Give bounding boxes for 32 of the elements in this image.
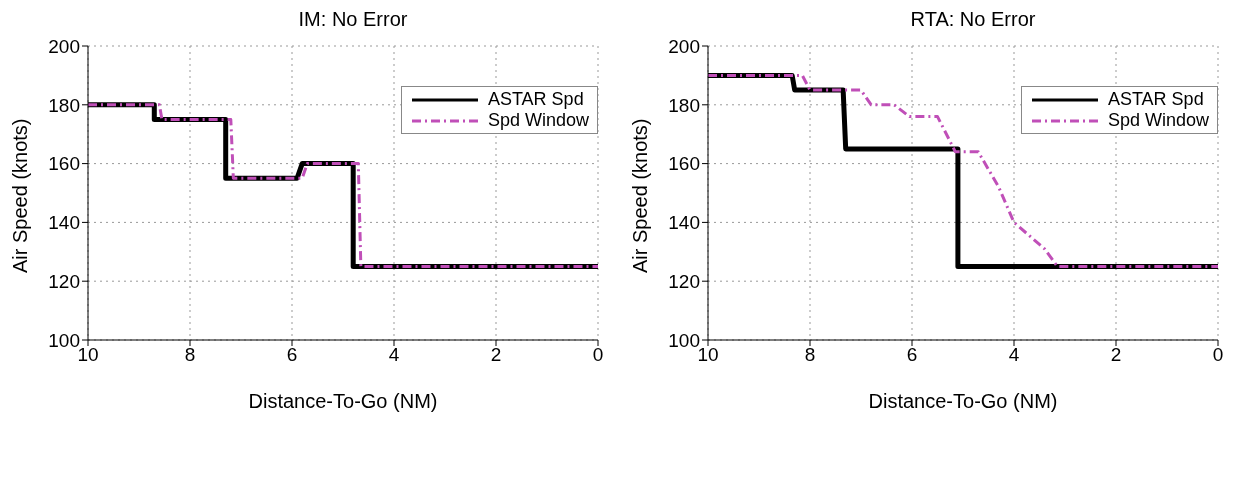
x-axis-title: Distance-To-Go (NM) <box>248 390 438 412</box>
y-axis-title: Air Speed (knots) <box>9 118 32 273</box>
y-tick-label: 160 <box>48 153 80 175</box>
x-tick-label: 2 <box>1110 344 1122 366</box>
legend-label: ASTAR Spd <box>487 89 584 110</box>
x-tick-label: 2 <box>490 344 502 366</box>
x-tick-label: 4 <box>1008 344 1020 366</box>
y-tick-label: 140 <box>48 212 80 234</box>
x-tick-label: 4 <box>388 344 400 366</box>
y-tick-label: 120 <box>668 270 700 292</box>
y-tick-label: 180 <box>48 94 80 116</box>
chart-title: IM: No Error <box>297 8 409 32</box>
y-tick-label: 140 <box>668 212 700 234</box>
chart-title: RTA: No Error <box>909 8 1037 32</box>
legend-label: Spd Window <box>487 110 589 131</box>
x-tick-label: 8 <box>804 344 816 366</box>
y-tick-label: 120 <box>48 270 80 292</box>
y-tick-label: 180 <box>668 94 700 116</box>
y-tick-label: 100 <box>48 329 80 351</box>
y-tick-label: 200 <box>48 35 80 57</box>
legend-label: Spd Window <box>1107 110 1209 131</box>
x-tick-label: 6 <box>906 344 918 366</box>
x-tick-label: 0 <box>1212 344 1224 366</box>
legend-label: ASTAR Spd <box>1107 89 1204 110</box>
x-tick-label: 0 <box>592 344 604 366</box>
y-tick-label: 160 <box>668 153 700 175</box>
y-tick-label: 200 <box>668 35 700 57</box>
y-axis-title: Air Speed (knots) <box>629 118 652 273</box>
y-tick-label: 100 <box>668 329 700 351</box>
x-tick-label: 8 <box>184 344 196 366</box>
x-tick-label: 6 <box>286 344 298 366</box>
x-axis-title: Distance-To-Go (NM) <box>868 390 1058 412</box>
